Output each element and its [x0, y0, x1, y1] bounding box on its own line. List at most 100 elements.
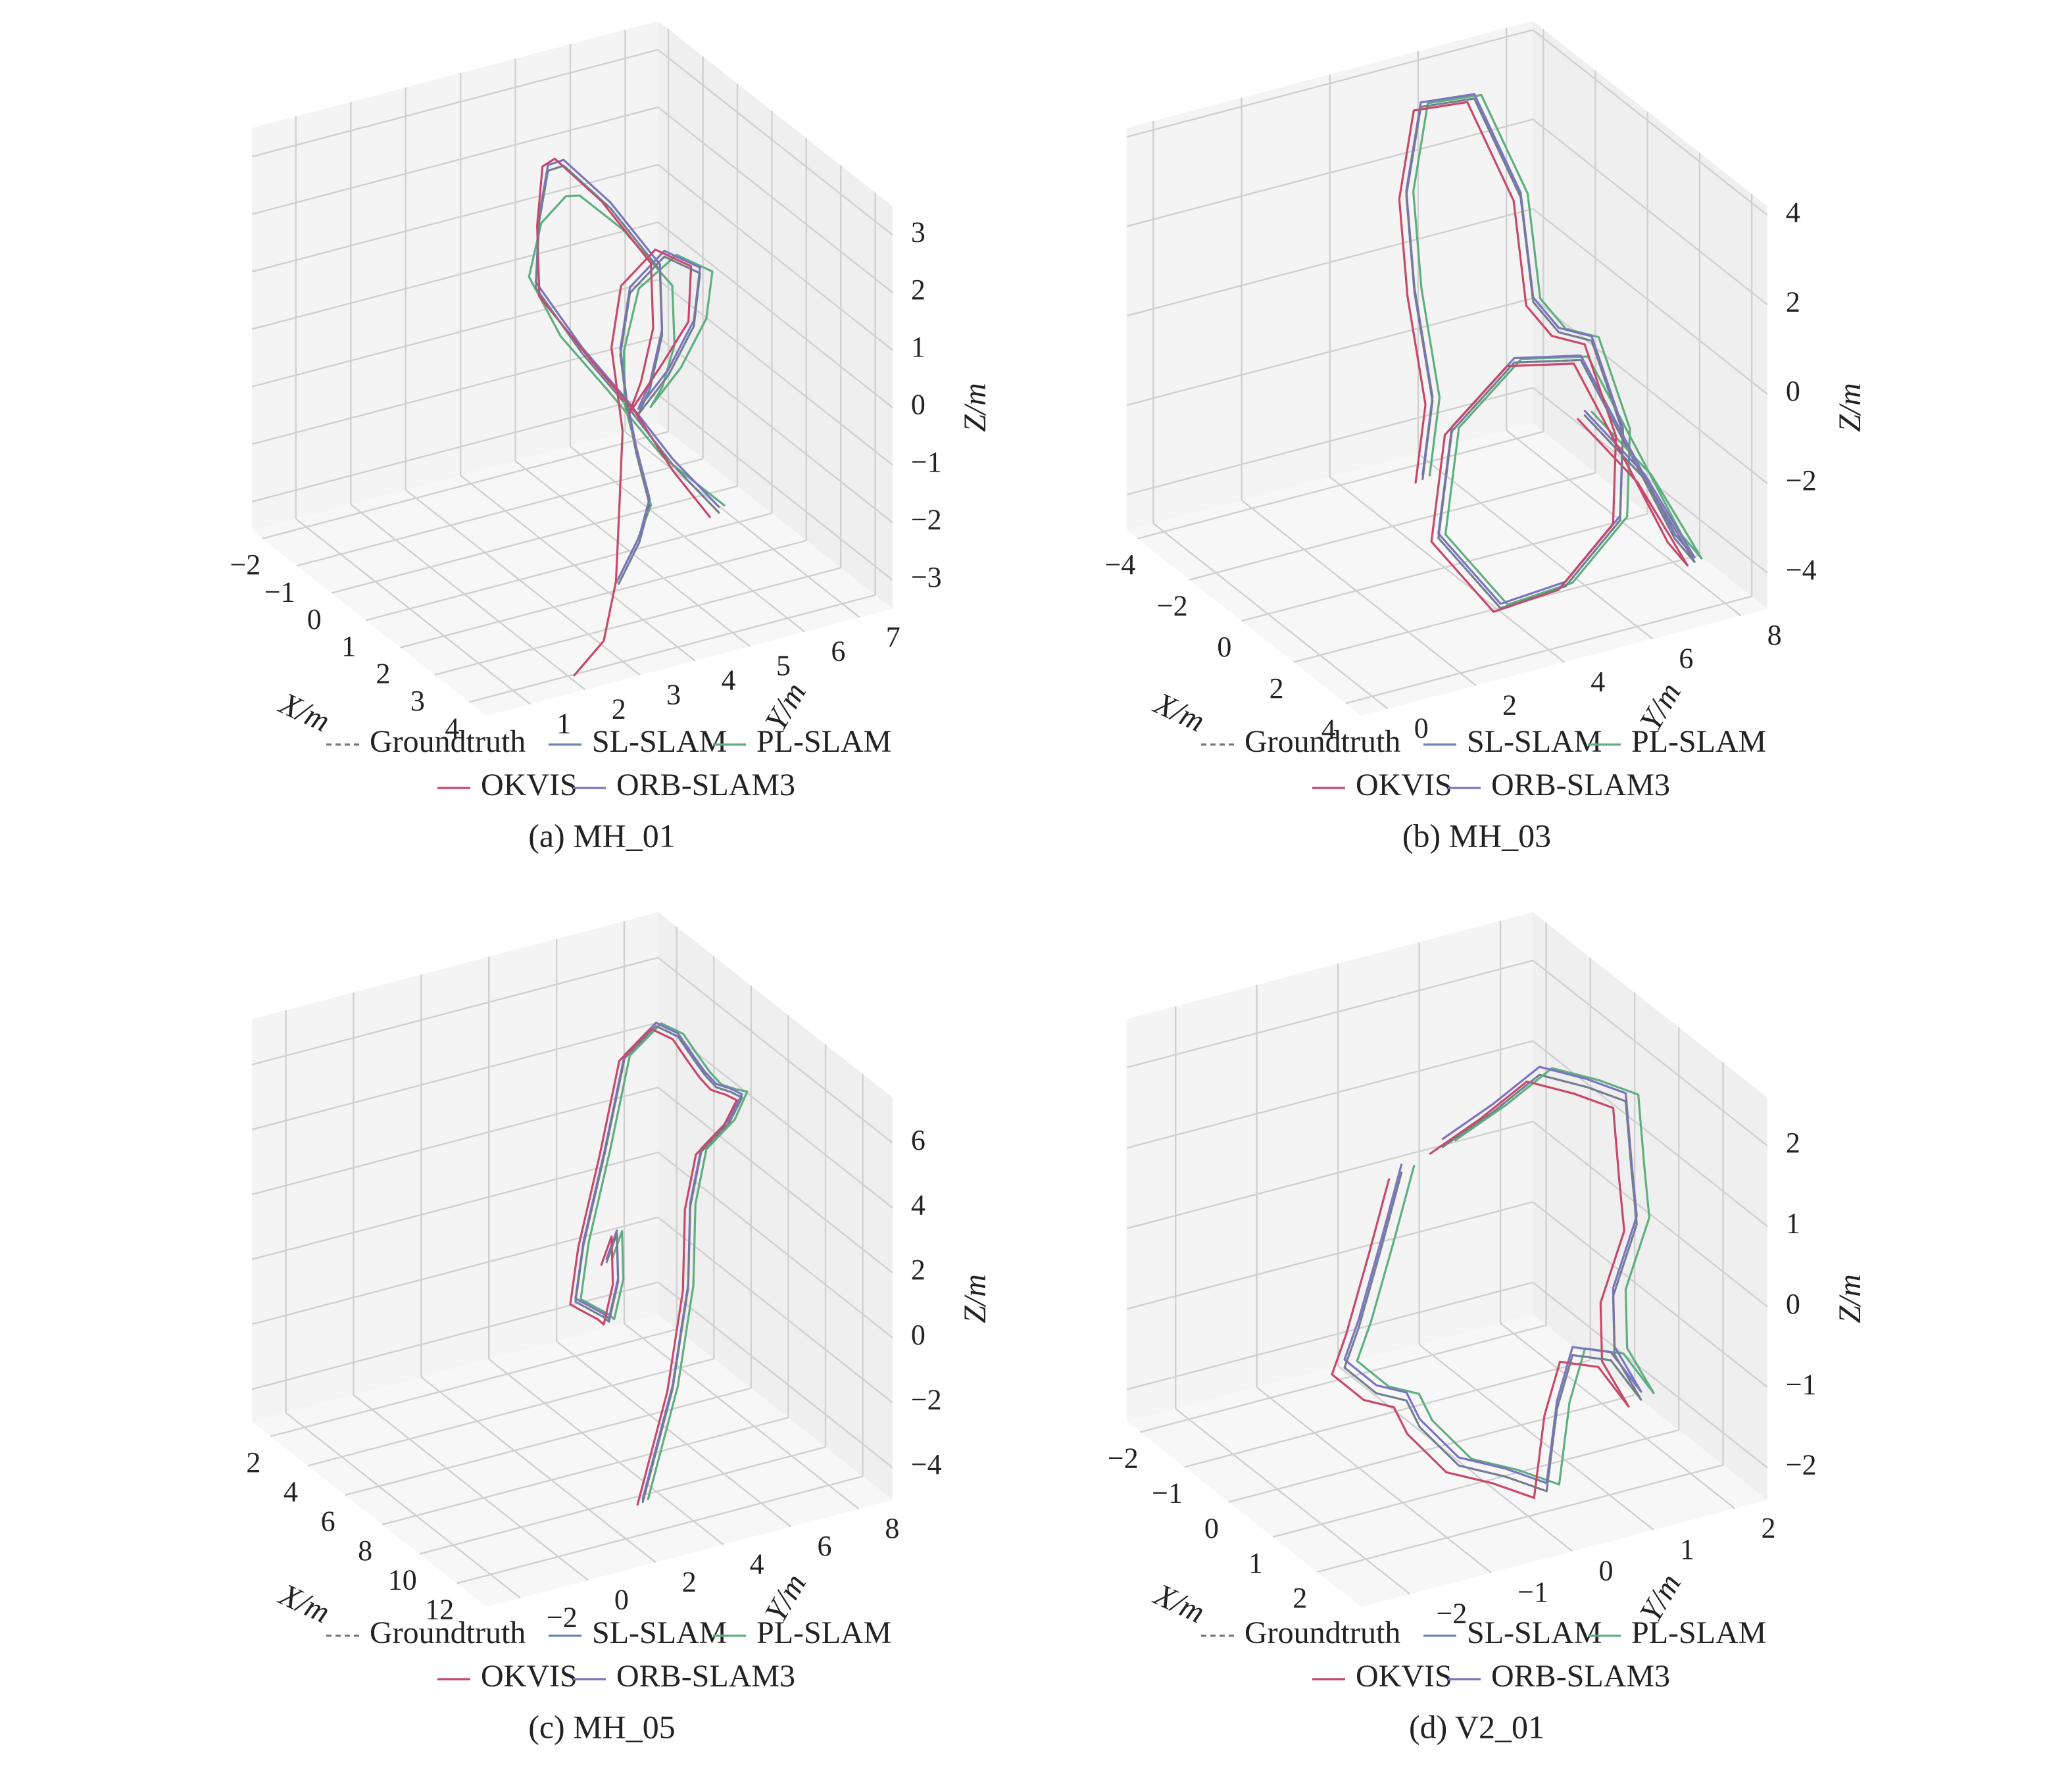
series-line-groundtruth [535, 164, 720, 585]
y-tick-label: 0 [614, 1584, 629, 1616]
legend: Groundtruth SL-SLAM PL-SLAM OKVIS ORB-SLAM3 [1201, 724, 1766, 802]
x-tick-label: 0 [307, 603, 322, 635]
grid-line [456, 1475, 863, 1584]
legend-label: ORB-SLAM3 [1491, 1659, 1670, 1694]
y-tick-label: 6 [831, 635, 845, 668]
z-tick-label: 0 [911, 1319, 925, 1351]
z-tick-label: −1 [911, 446, 942, 478]
grid-line [657, 1281, 893, 1469]
legend-label: SL-SLAM [1467, 1615, 1602, 1650]
grid-line [657, 279, 893, 466]
series-line-groundtruth [1343, 1073, 1642, 1492]
grid-line [624, 1323, 860, 1509]
grid-line [1532, 208, 1768, 395]
trajectories [528, 157, 726, 677]
grid-line [1126, 29, 1533, 138]
grid-line [1126, 1120, 1533, 1229]
grid-line [251, 279, 658, 388]
subplot-caption: (b) MH_03 [1402, 817, 1551, 854]
y-tick-label: 0 [1414, 712, 1429, 745]
grid-line [251, 393, 658, 503]
z-axis-label: Z/m [958, 383, 993, 432]
grid-line [1418, 1344, 1654, 1531]
y-tick-label: 2 [682, 1565, 697, 1598]
y-tick-label: 4 [750, 1548, 764, 1580]
grid-line [382, 1417, 789, 1526]
legend-label: OKVIS [1356, 1659, 1452, 1694]
grid-line [251, 106, 658, 215]
grid-line [1126, 118, 1533, 228]
grid [1126, 920, 1768, 1595]
grid-line [365, 512, 772, 622]
back-pane [1533, 912, 1767, 1500]
legend-label: ORB-SLAM3 [616, 768, 795, 802]
grid-line [270, 1328, 678, 1437]
grid-line [657, 164, 893, 351]
x-tick-label: −2 [1157, 590, 1188, 622]
x-tick-label: 2 [1293, 1582, 1307, 1614]
z-tick-label: −2 [911, 503, 942, 535]
grid-line [1126, 387, 1533, 496]
x-tick-label: 4 [284, 1476, 298, 1508]
grid-line [460, 474, 696, 662]
x-tick-label: −2 [230, 549, 260, 581]
x-tick-label: 4 [445, 712, 459, 745]
grid-line [657, 336, 893, 524]
grid-line [1126, 1040, 1533, 1149]
subplot-caption: (d) V2_01 [1409, 1708, 1544, 1745]
series-line-pl-slam [580, 1022, 749, 1501]
y-tick-label: 3 [666, 679, 681, 711]
x-tick-label: −1 [264, 576, 295, 608]
grid-line [262, 430, 669, 539]
grid-line [469, 594, 876, 703]
grid-line [1126, 1201, 1533, 1310]
x-tick-label: 2 [246, 1446, 260, 1479]
grid-line [1337, 1365, 1573, 1552]
z-tick-label: 2 [1786, 285, 1800, 318]
grid-line [1532, 960, 1768, 1146]
z-tick-label: 0 [911, 389, 925, 421]
legend-label: SL-SLAM [592, 1615, 727, 1650]
x-axis-label: X/m [273, 685, 335, 739]
y-tick-label: 5 [776, 650, 791, 682]
x-axis-label: X/m [1148, 685, 1210, 739]
x-tick-label: 2 [376, 658, 391, 690]
grid-line [1316, 1464, 1723, 1573]
series-line-groundtruth [574, 1025, 743, 1503]
grid-line [251, 49, 658, 158]
legend-label: SL-SLAM [592, 724, 727, 759]
grid-line [434, 567, 841, 676]
grid-line [1532, 1040, 1768, 1227]
grid-line [1532, 297, 1768, 485]
x-axis-label: X/m [273, 1577, 335, 1631]
z-tick-label: 3 [911, 216, 925, 248]
z-axis-label: Z/m [958, 1274, 993, 1323]
z-axis-label: Z/m [1833, 383, 1867, 432]
x-tick-label: 6 [321, 1505, 335, 1537]
grid-line [1126, 208, 1533, 317]
y-tick-label: 4 [1591, 666, 1605, 698]
subplot-mh01: −2 −1 0 1 2 3 4 1 2 3 4 5 6 7 −3 −2 −1 0 1 2 3 X/m Y/m Z/m Groun… [151, 0, 1052, 875]
grid-line [1506, 429, 1742, 617]
grid-line [251, 164, 658, 273]
z-tick-label: −4 [1786, 554, 1817, 586]
legend-label: OKVIS [481, 1659, 578, 1694]
grid-line [1532, 1281, 1768, 1469]
subplot-mh03: −4 −2 0 2 4 0 2 4 6 8 −4 −2 0 2 4 X/m Y/m Z/m Groundtruth S… [1026, 0, 1927, 875]
grid-line [624, 431, 860, 618]
x-tick-label: 1 [341, 630, 356, 662]
series-line-okvis [1398, 101, 1689, 613]
z-tick-label: −4 [911, 1448, 942, 1481]
grid-line [657, 956, 893, 1144]
grid-line [1272, 1429, 1679, 1538]
legend: Groundtruth SL-SLAM PL-SLAM OKVIS ORB-SLAM3 [326, 1615, 891, 1694]
y-tick-label: 2 [612, 693, 626, 725]
grid-line [251, 956, 658, 1066]
series-line-orb-slam3 [1343, 1066, 1642, 1484]
x-axis-label: X/m [1148, 1577, 1210, 1631]
trajectories [1398, 93, 1703, 613]
legend-label: OKVIS [481, 768, 578, 802]
y-tick-label: 1 [556, 708, 571, 740]
grid-line [657, 1216, 893, 1404]
